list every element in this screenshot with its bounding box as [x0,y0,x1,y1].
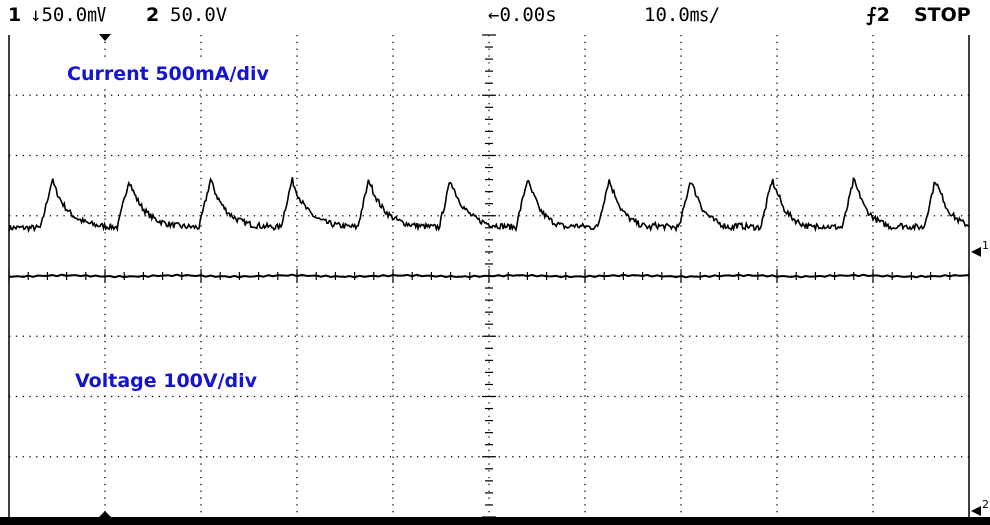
graticule [9,35,969,517]
channel-1-ground-marker [971,246,981,257]
time-scale: 10.0㎳/ [644,4,721,26]
run-state[interactable]: STOP [914,4,971,26]
graticule-frame [0,35,990,525]
channel-1-number[interactable]: 1 [8,4,22,26]
time-offset: ←0.00s [488,4,557,26]
voltage-trace-label: Voltage 100V/div [72,369,261,393]
channel-2-ground-marker-number: 2 [982,498,989,511]
voltage-trace [8,273,970,279]
channel-1-ground-marker-number: 1 [982,239,989,252]
trigger-position-marker-bottom [99,511,111,517]
trigger-source[interactable]: ⨍2 [866,4,890,26]
markers: 12 [99,34,989,517]
channel-2-number[interactable]: 2 [146,4,160,26]
channel-2-ground-marker [971,505,981,516]
channel-2-scale: 50.0V [170,4,228,26]
current-trace-label: Current 500mA/div [64,62,272,86]
frame-bottom-band [0,517,990,525]
trigger-position-marker-top [99,34,111,41]
current-trace [8,176,970,234]
channel-1-scale: ↓50.0㎷ [30,4,107,26]
status-bar: 1 ↓50.0㎷ 2 50.0V ←0.00s 10.0㎳/ ⨍2 STOP [0,0,990,30]
